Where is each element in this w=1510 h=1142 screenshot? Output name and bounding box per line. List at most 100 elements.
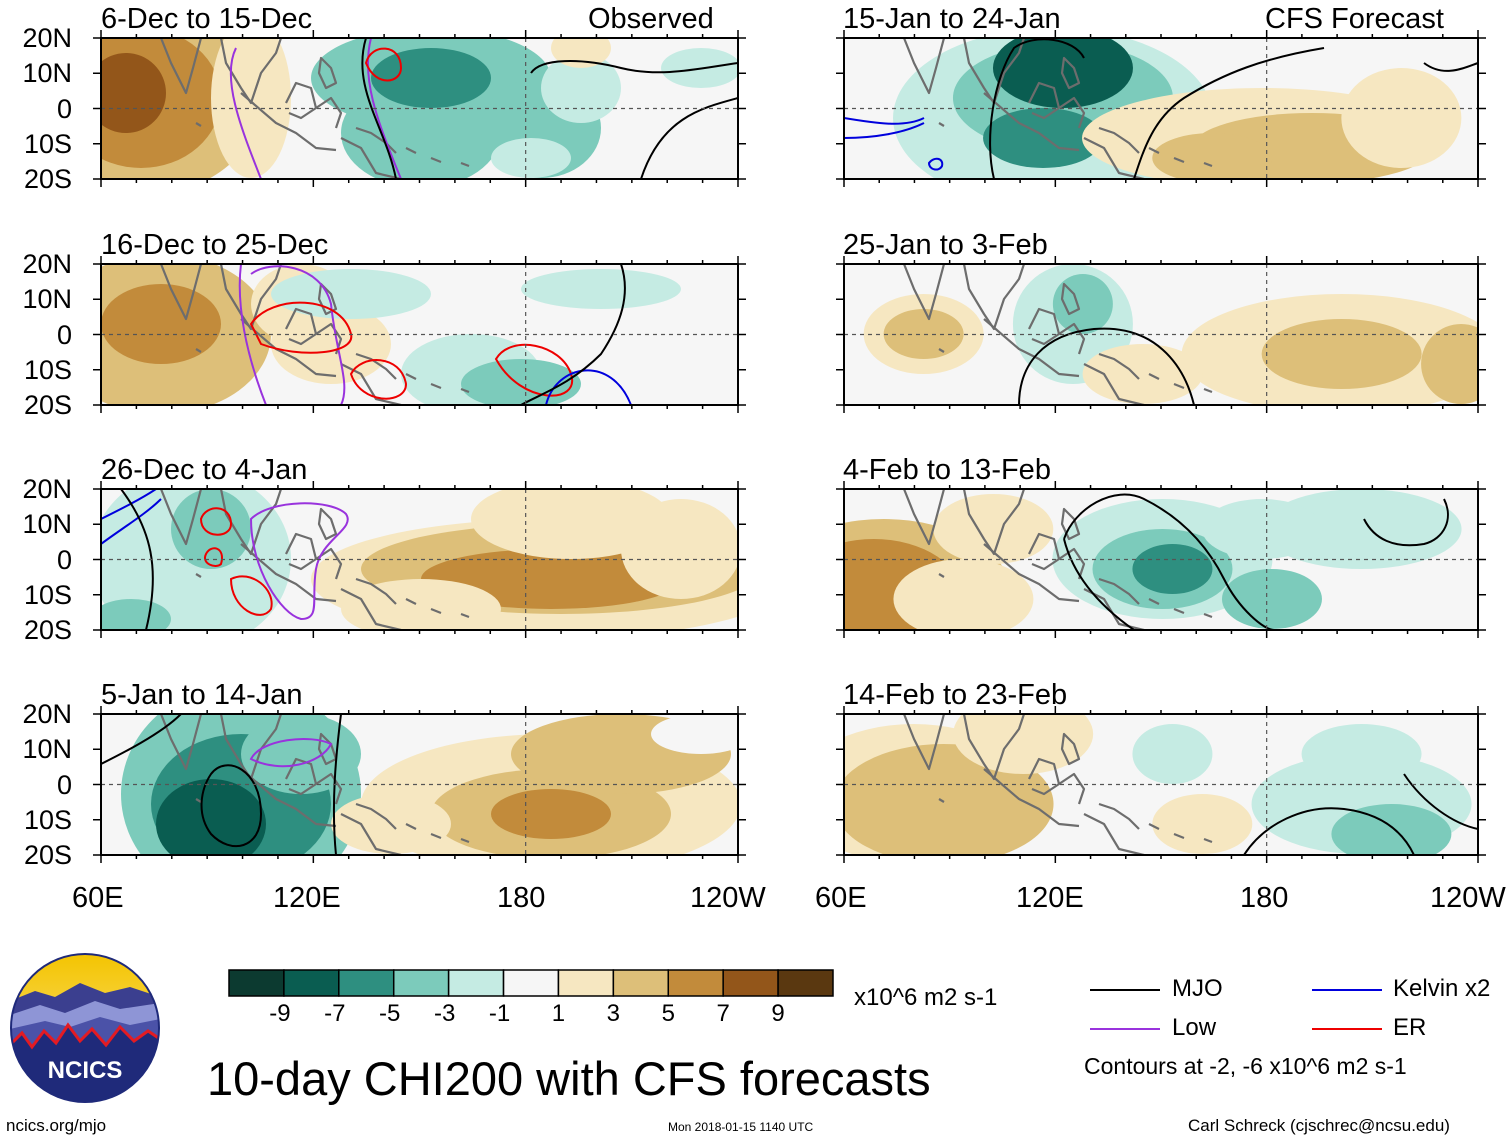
lat-label-panel3-20s: 20S — [23, 615, 72, 645]
colorbar-tick-8: 5 — [661, 1000, 675, 1027]
contour-line-5 — [530, 60, 738, 74]
anomaly-region-11 — [491, 138, 571, 178]
contour-line-7 — [520, 264, 626, 405]
legend-label-mjo: MJO — [1172, 975, 1223, 1002]
contour-line-3 — [199, 507, 233, 536]
colorbar-box-9 — [667, 969, 724, 997]
map-panel-left-2 — [93, 256, 746, 413]
colorbar-box-4 — [392, 969, 450, 997]
legend-label-er: ER — [1393, 1014, 1427, 1041]
observed-label: Observed — [588, 3, 714, 35]
contour-line-4 — [204, 547, 223, 567]
contour-line-2 — [366, 38, 402, 179]
anomaly-region-7 — [1152, 133, 1273, 179]
lat-label-panel3-10n: 10N — [22, 509, 72, 540]
colorbar-box-6 — [502, 969, 560, 997]
lat-label-panel1-10s: 10S — [23, 128, 72, 159]
lat-label-panel2-10n: 10N — [22, 284, 72, 315]
lon-label-left-120e: 120E — [273, 882, 341, 914]
anomaly-region-10 — [651, 714, 738, 754]
anomaly-region-3 — [101, 53, 166, 133]
legend-label-kelvin: Kelvin x2 — [1393, 975, 1491, 1002]
footer-timestamp: Mon 2018-01-15 1140 UTC — [668, 1120, 814, 1134]
colorbar — [228, 969, 834, 997]
colorbar-box-7 — [557, 969, 615, 997]
contour-line-6 — [640, 97, 738, 179]
lon-label-right-180: 180 — [1240, 882, 1289, 914]
panel-title-right-3: 4-Feb to 13-Feb — [843, 454, 1051, 486]
lat-label-panel4-10n: 10N — [22, 734, 72, 765]
colorbar-tick-5: -1 — [488, 1000, 511, 1027]
lat-label-panel4-10s: 10S — [23, 804, 72, 835]
lon-label-left-120w: 120W — [690, 882, 766, 914]
lon-label-left-60e: 60E — [72, 882, 124, 914]
anomaly-region-6 — [1261, 319, 1422, 389]
legend-label-low: Low — [1172, 1014, 1217, 1041]
footer-website: ncics.org/mjo — [6, 1116, 107, 1135]
footer-author: Carl Schreck (cjschrec@ncsu.edu) — [1188, 1116, 1450, 1135]
contour-line-1 — [229, 47, 262, 179]
anomaly-region-4 — [1052, 274, 1113, 334]
lon-label-right-120w: 120W — [1430, 882, 1506, 914]
contour-line-6 — [249, 502, 349, 621]
panel-title-left-3: 26-Dec to 4-Jan — [101, 454, 308, 486]
anomaly-region-7 — [1221, 569, 1322, 629]
panel-title-left-2: 16-Dec to 25-Dec — [101, 229, 329, 261]
contour-line-2 — [1063, 538, 1135, 630]
contour-line-1 — [989, 38, 1085, 179]
legend-line-kelvin — [1312, 989, 1382, 991]
contour-line-3 — [1363, 498, 1449, 547]
anomaly-region-4 — [1132, 724, 1213, 784]
contour-line-2 — [101, 498, 162, 545]
anomaly-region-7 — [371, 48, 491, 108]
figure-title: 10-day CHI200 with CFS forecasts — [207, 1052, 931, 1105]
colorbar-tick-6: 1 — [551, 1000, 566, 1027]
map-panel-right-3 — [836, 481, 1486, 638]
ncics-logo: NCICS — [10, 953, 160, 1103]
anomaly-region-8 — [1341, 68, 1462, 168]
contour-line-4 — [349, 359, 408, 400]
contour-line-1 — [1018, 327, 1195, 405]
colorbar-tick-1: -9 — [269, 1000, 291, 1027]
colorbar-tick-4: -3 — [433, 1000, 456, 1027]
colorbar-tick-3: -5 — [379, 1000, 401, 1027]
colorbar-tick-7: 3 — [606, 1000, 621, 1027]
anomaly-region-6 — [1331, 804, 1452, 855]
map-panel-right-1 — [836, 30, 1486, 187]
legend-line-low — [1090, 1028, 1160, 1030]
anomaly-region-7 — [471, 489, 671, 559]
map-panel-left-3 — [93, 481, 746, 638]
anomaly-region-3 — [101, 599, 171, 630]
map-panel-right-4 — [836, 706, 1486, 863]
lat-label-panel4-0: 0 — [56, 769, 72, 800]
anomaly-region-10 — [933, 494, 1054, 564]
contour-line-2 — [1133, 47, 1325, 179]
anomaly-region-3 — [953, 714, 1094, 774]
logo-text: NCICS — [48, 1057, 123, 1084]
contour-line-6 — [545, 369, 632, 405]
lat-label-panel2-10s: 10S — [23, 354, 72, 385]
contour-line-1 — [1243, 807, 1415, 855]
anomaly-region-7 — [271, 269, 431, 319]
lat-label-panel4-20s: 20S — [23, 840, 72, 870]
contour-line-3 — [101, 714, 182, 765]
contour-line-3 — [844, 117, 925, 125]
colorbar-box-2 — [283, 969, 340, 997]
contour-line-6 — [1423, 62, 1478, 72]
anomaly-region-4 — [983, 108, 1104, 168]
contour-line-2 — [249, 738, 333, 768]
contour-line-1 — [1063, 493, 1275, 630]
lat-label-panel2-0: 0 — [56, 319, 72, 350]
forecast-label: CFS Forecast — [1265, 3, 1444, 35]
contour-line-2 — [1403, 773, 1478, 830]
colorbar-tick-10: 9 — [771, 1000, 785, 1027]
anomaly-region-7 — [491, 789, 611, 839]
lat-label-panel4-20n: 20N — [22, 699, 72, 729]
anomaly-region-7 — [1301, 724, 1422, 784]
contour-line-5 — [229, 575, 273, 616]
contour-line-4 — [364, 47, 403, 82]
anomaly-region-9 — [621, 499, 738, 599]
anomaly-region-8 — [1261, 489, 1462, 569]
anomaly-region-8 — [1152, 794, 1253, 854]
